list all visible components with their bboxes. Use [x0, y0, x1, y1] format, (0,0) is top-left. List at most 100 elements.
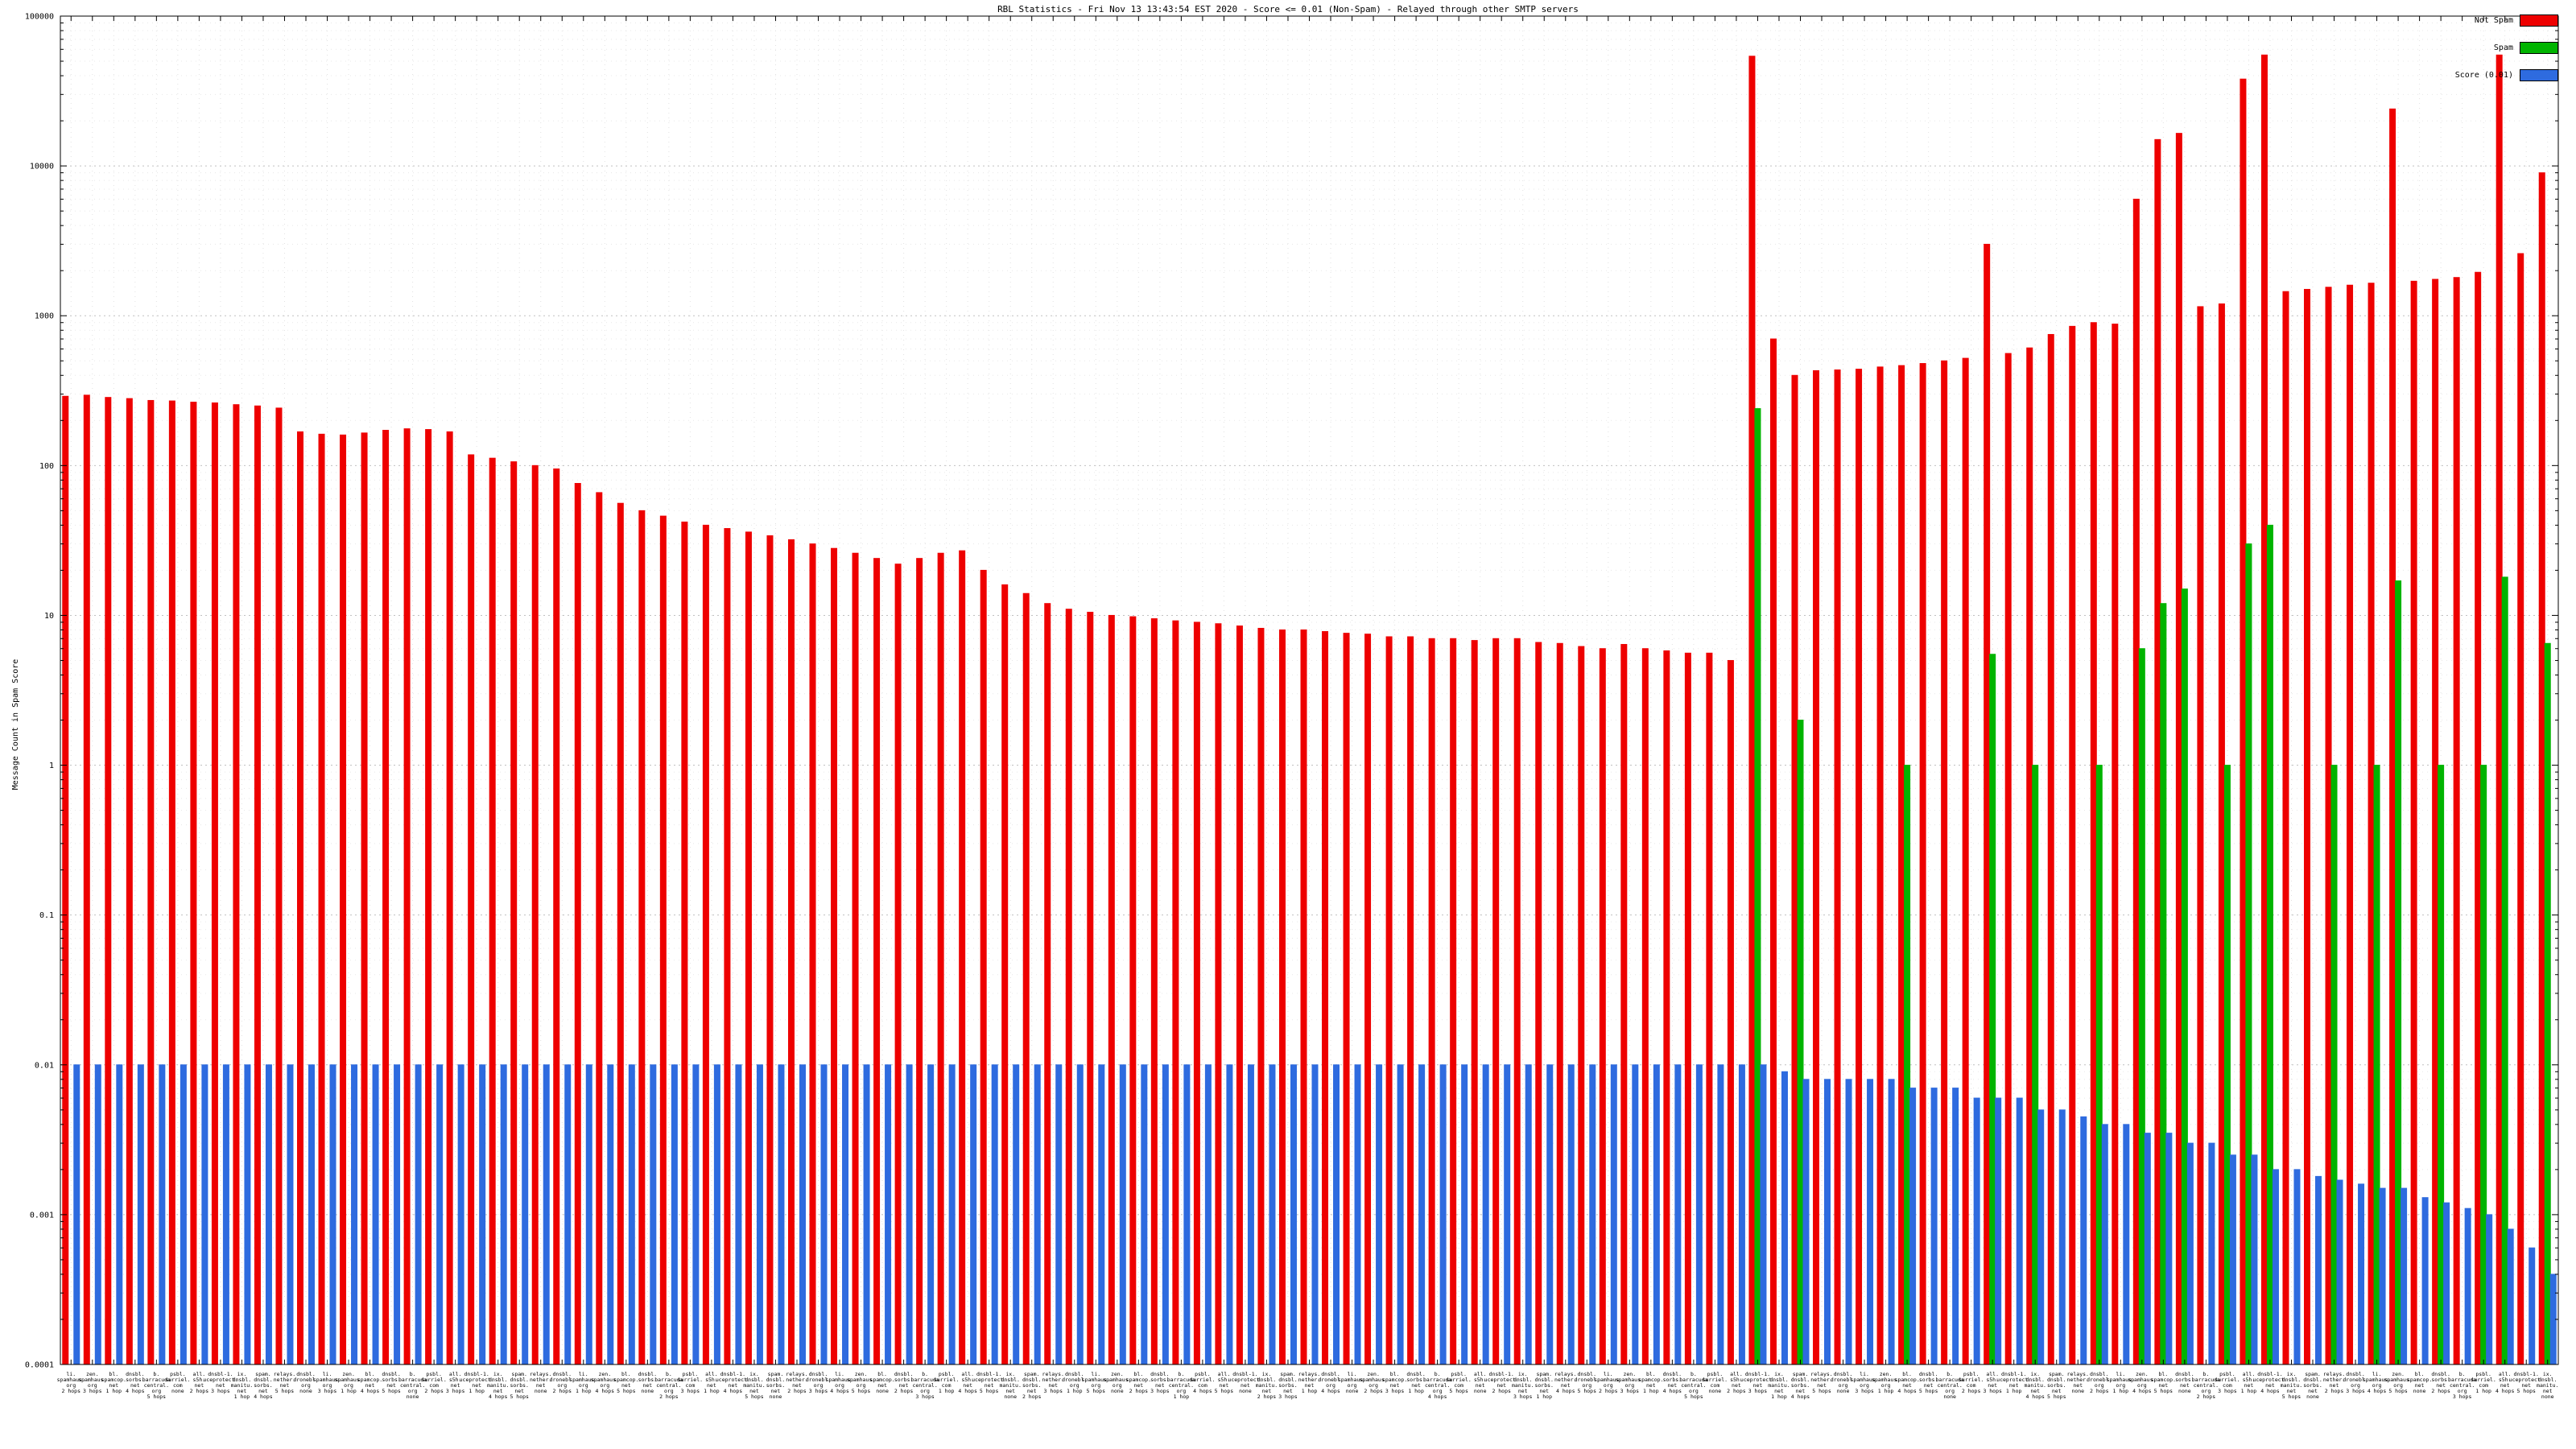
- x-tick-label: net: [2287, 1388, 2297, 1394]
- x-tick-label: sorbs.: [510, 1382, 528, 1389]
- x-tick-label: 3 hops: [1513, 1393, 1533, 1400]
- x-tick-label: net: [1817, 1382, 1827, 1389]
- bar-score-0-01: [479, 1064, 486, 1365]
- x-tick-label: s5h.: [449, 1377, 462, 1383]
- x-tick-label: nether.: [1042, 1377, 1064, 1383]
- y-tick-label: 10: [44, 612, 54, 621]
- x-tick-label: net: [237, 1388, 247, 1394]
- x-tick-label: surriel.: [2215, 1377, 2240, 1383]
- x-tick-label: dronebl.: [806, 1377, 831, 1383]
- bar-score-0-01: [2186, 1142, 2194, 1365]
- x-tick-label: dnsbl-1.: [2001, 1371, 2026, 1377]
- bar-score-0-01: [2315, 1175, 2322, 1365]
- bar-score-0-01: [1952, 1088, 1959, 1365]
- bar-score-0-01: [94, 1064, 101, 1365]
- bar-score-0-01: [1397, 1064, 1404, 1365]
- bar-not-spam: [1706, 652, 1713, 1365]
- x-tick-label: central.: [1425, 1382, 1450, 1389]
- bar-not-spam: [1856, 369, 1863, 1365]
- x-tick-label: all.: [1986, 1371, 1999, 1377]
- bar-score-0-01: [1632, 1064, 1639, 1365]
- x-tick-label: org: [2393, 1382, 2403, 1389]
- bar-score-0-01: [991, 1064, 998, 1365]
- x-tick-label: none: [2071, 1388, 2084, 1394]
- x-tick-label: b.: [153, 1371, 159, 1377]
- x-tick-label: spamhaus.: [313, 1377, 341, 1383]
- bar-score-0-01: [1226, 1064, 1233, 1365]
- x-tick-label: org: [66, 1382, 76, 1389]
- x-tick-label: none: [1474, 1388, 1487, 1394]
- x-tick-label: bl.: [2415, 1371, 2425, 1377]
- bar-not-spam: [2410, 280, 2417, 1365]
- x-tick-label: none: [2306, 1393, 2319, 1400]
- x-tick-label: com: [173, 1382, 183, 1389]
- x-tick-label: surriel.: [1959, 1377, 1984, 1383]
- x-tick-label: 1 hop: [1878, 1388, 1894, 1394]
- x-tick-label: net: [2009, 1382, 2019, 1389]
- bar-not-spam: [1450, 638, 1457, 1365]
- bar-score-0-01: [2229, 1154, 2236, 1365]
- bar-score-0-01: [970, 1064, 977, 1365]
- x-tick-label: spamcop.: [2407, 1377, 2432, 1383]
- bar-score-0-01: [1247, 1064, 1254, 1365]
- x-tick-label: 3 hops: [1855, 1388, 1874, 1394]
- bar-score-0-01: [1418, 1064, 1426, 1365]
- x-tick-label: org: [1860, 1382, 1869, 1389]
- bar-score-0-01: [2208, 1142, 2215, 1365]
- bar-not-spam: [1876, 366, 1884, 1365]
- x-tick-label: spamhaus.: [1103, 1377, 1131, 1383]
- bar-not-spam: [2475, 271, 2482, 1365]
- x-tick-label: uceprotect.: [1228, 1377, 1262, 1383]
- x-tick-label: none: [1004, 1393, 1017, 1400]
- x-tick-label: psbl.: [683, 1371, 699, 1377]
- bar-score-0-01: [372, 1064, 379, 1365]
- bar-score-0-01: [1717, 1064, 1724, 1365]
- bar-score-0-01: [543, 1064, 550, 1365]
- bar-score-0-01: [1269, 1064, 1276, 1365]
- x-tick-label: all.: [1730, 1371, 1743, 1377]
- bar-score-0-01: [585, 1064, 592, 1365]
- bar-score-0-01: [1311, 1064, 1319, 1365]
- x-tick-label: 5 hops: [147, 1393, 167, 1400]
- x-tick-label: 5 hops: [1087, 1388, 1106, 1394]
- legend-swatch-not-spam: [2520, 14, 2558, 27]
- x-tick-label: b.: [1690, 1371, 1697, 1377]
- x-tick-label: org: [1839, 1382, 1848, 1389]
- x-tick-label: org: [408, 1388, 418, 1394]
- x-tick-label: none: [642, 1388, 654, 1394]
- legend-swatch-score: [2520, 69, 2558, 81]
- bar-score-0-01: [927, 1064, 935, 1365]
- x-tick-label: psbl.: [1451, 1371, 1467, 1377]
- x-tick-label: uceprotect.: [1484, 1377, 1519, 1383]
- bar-score-0-01: [394, 1064, 401, 1365]
- x-tick-label: 1 hop: [1067, 1388, 1083, 1394]
- x-tick-label: 4 hops: [1321, 1388, 1340, 1394]
- legend-item-not-spam: Not Spam: [2455, 14, 2558, 27]
- bar-not-spam: [2112, 324, 2119, 1365]
- x-tick-label: spamcop.: [2151, 1377, 2176, 1383]
- x-tick-label: net: [2308, 1388, 2318, 1394]
- legend: Not Spam Spam Score (0.01): [2455, 14, 2558, 97]
- x-tick-label: 5 hops: [510, 1393, 529, 1400]
- x-tick-label: manitu.: [743, 1382, 765, 1389]
- bar-not-spam: [2432, 279, 2439, 1365]
- legend-item-score: Score (0.01): [2455, 69, 2558, 81]
- x-tick-label: org: [1113, 1382, 1122, 1389]
- bar-not-spam: [1193, 621, 1200, 1365]
- x-tick-label: dronebl.: [1318, 1377, 1343, 1383]
- x-tick-label: net: [280, 1382, 290, 1389]
- bar-score-0-01: [2293, 1169, 2301, 1365]
- x-tick-label: zen.: [1111, 1371, 1124, 1377]
- legend-label-score: Score (0.01): [2454, 71, 2513, 80]
- x-tick-label: 1 hop: [1408, 1388, 1424, 1394]
- x-tick-label: 1 hop: [2241, 1388, 2257, 1394]
- bar-score-0-01: [2529, 1247, 2536, 1365]
- bar-not-spam: [916, 558, 923, 1365]
- x-tick-label: ix.: [493, 1371, 503, 1377]
- bar-score-0-01: [522, 1064, 529, 1365]
- x-tick-label: 3 hops: [1748, 1388, 1768, 1394]
- bar-score-0-01: [1376, 1064, 1383, 1365]
- x-tick-label: bl.: [1133, 1371, 1143, 1377]
- x-tick-label: 3 hops: [2453, 1393, 2472, 1400]
- x-tick-label: nether.: [786, 1377, 807, 1383]
